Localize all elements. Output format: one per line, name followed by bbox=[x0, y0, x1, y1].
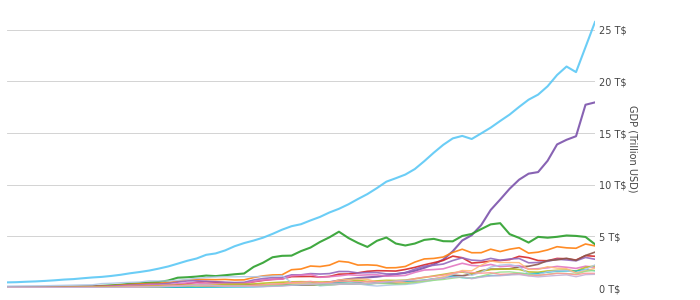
Y-axis label: GDP (Trillion USD): GDP (Trillion USD) bbox=[628, 105, 638, 192]
